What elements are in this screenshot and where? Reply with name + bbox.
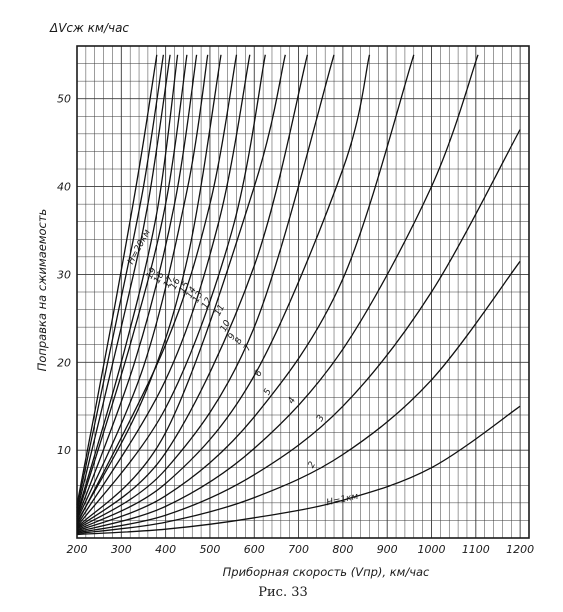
- y-tick-label: 30: [57, 268, 71, 281]
- x-tick-label: 400: [155, 543, 176, 556]
- x-tick-label: 1000: [418, 543, 446, 556]
- x-tick-label: 1100: [462, 543, 490, 556]
- series-line-16: [76, 54, 188, 518]
- y-tick-label: 10: [57, 444, 71, 457]
- curve-label-2: 2: [307, 460, 319, 470]
- plot-frame: [76, 45, 530, 539]
- curve-label-9: 9: [227, 332, 239, 342]
- curve-label-19: 19: [145, 266, 159, 281]
- series-line-8: [76, 54, 309, 529]
- series-line-2: [76, 260, 521, 535]
- curve-label-17: 17: [162, 275, 176, 290]
- x-tick-label: 800: [332, 543, 353, 556]
- series-line-7: [76, 54, 335, 530]
- x-tick-labels: 200 300 400 500 600 700 800 900 1000 1100 1200: [67, 543, 535, 556]
- x-tick-label: 700: [288, 543, 309, 556]
- series-line-13: [76, 54, 222, 523]
- curve-label-6: 6: [253, 369, 265, 379]
- series-line-5: [76, 54, 415, 532]
- series-line-17: [76, 54, 179, 515]
- series-line-15: [76, 54, 198, 519]
- curve-label-14: 14: [185, 285, 199, 300]
- curve-label-16: 16: [169, 276, 183, 291]
- x-axis-title: Приборная скорость (Vпр), км/час: [223, 565, 430, 579]
- series-line-19: [76, 54, 165, 509]
- curve-label-10: 10: [219, 319, 233, 334]
- series-line-10: [76, 54, 266, 527]
- series-line-6: [76, 54, 371, 531]
- series-line-18: [76, 54, 171, 512]
- series-line-9: [76, 54, 286, 528]
- curve-label-15: 15: [178, 280, 192, 295]
- figure-caption: Рис. 33: [258, 585, 308, 600]
- x-tick-label: 500: [199, 543, 220, 556]
- curve-label-13: 13: [191, 290, 205, 305]
- x-tick-label: 900: [377, 543, 398, 556]
- y-tick-labels: 10 20 30 40 50: [57, 93, 71, 457]
- series-line-4: [76, 54, 479, 533]
- x-tick-label: 200: [67, 543, 88, 556]
- curve-label-4: 4: [287, 396, 299, 406]
- curve-label-7: 7: [242, 343, 254, 353]
- series-line-1: [76, 405, 521, 536]
- y-axis-title: Поправка на сжимаемость: [35, 209, 49, 372]
- x-tick-label: 600: [244, 543, 265, 556]
- y-tick-label: 40: [57, 181, 71, 194]
- x-tick-label: 1200: [506, 543, 534, 556]
- y-tick-label: 50: [57, 93, 71, 106]
- series-line-12: [76, 54, 238, 525]
- x-tick-label: 300: [111, 543, 132, 556]
- curve-label-3: 3: [315, 413, 327, 423]
- series-line-14: [76, 54, 209, 521]
- y-tick-label: 20: [57, 356, 71, 369]
- series-line-3: [76, 129, 521, 534]
- curve-label-11: 11: [213, 303, 227, 318]
- curve-label-5: 5: [262, 387, 274, 397]
- curve-label-12: 12: [200, 296, 214, 311]
- curve-label-8: 8: [233, 336, 245, 346]
- curve-label-18: 18: [152, 270, 166, 285]
- grid: [76, 45, 530, 539]
- series-line-11: [76, 54, 251, 526]
- curves: [76, 54, 521, 536]
- series-line-20: [76, 54, 158, 505]
- y-axis-top-label: ΔVсж км/час: [49, 21, 129, 35]
